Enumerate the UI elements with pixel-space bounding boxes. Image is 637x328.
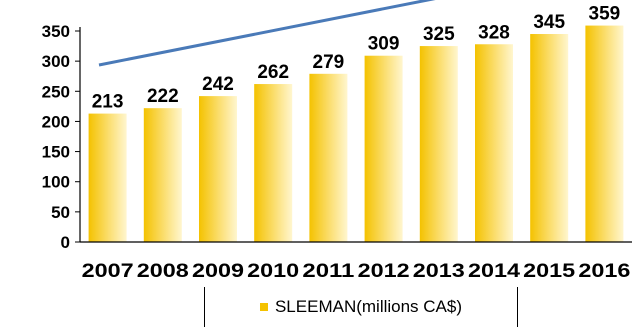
data-label: 279 [313, 52, 345, 73]
bar [254, 84, 293, 243]
y-tick-label: 50 [51, 203, 70, 222]
x-tick-label: 2016 [578, 261, 630, 282]
data-label: 309 [368, 34, 400, 55]
data-label: 262 [257, 62, 289, 83]
bar [309, 73, 348, 242]
data-label: 345 [533, 12, 565, 33]
y-tick-label: 250 [42, 82, 70, 101]
bar [199, 96, 237, 242]
x-tick-label: 2009 [192, 261, 244, 282]
legend: SLEEMAN(millions CA$) [204, 287, 518, 327]
trend-arrow [98, 0, 436, 67]
bar [143, 108, 182, 242]
y-tick-label: 200 [42, 112, 70, 131]
x-tick-label: 2007 [82, 261, 134, 282]
y-tick-label: 350 [42, 22, 70, 41]
x-tick-label: 2010 [247, 261, 299, 282]
data-label: 222 [147, 86, 179, 107]
y-tick-label: 300 [42, 52, 70, 71]
data-label: 242 [202, 74, 234, 95]
x-tick-label: 2013 [413, 261, 465, 282]
data-label: 213 [92, 92, 124, 113]
bars-group: 213 222 242 262 279 309 325 328 345 359 [88, 4, 624, 243]
legend-swatch [259, 303, 268, 311]
y-tick-label: 150 [42, 143, 70, 162]
y-tick-label: 0 [61, 233, 70, 252]
bar [475, 44, 513, 243]
bar [419, 46, 458, 243]
data-label: 325 [423, 24, 455, 45]
x-tick-label: 2014 [468, 261, 521, 282]
x-axis: 2007 2008 2009 2010 2011 2012 2013 2014 2015 2016 [80, 241, 632, 282]
bar [585, 25, 624, 243]
legend-label: SLEEMAN(millions CA$) [274, 297, 463, 316]
data-label: 359 [589, 4, 621, 25]
bar [530, 34, 569, 243]
x-tick-label: 2012 [358, 261, 410, 282]
y-tick-label: 100 [42, 173, 70, 192]
y-axis: 0 50 100 150 200 250 300 350 [42, 22, 81, 252]
trend-line [98, 0, 436, 67]
x-tick-label: 2015 [523, 261, 576, 282]
data-label: 328 [478, 22, 510, 43]
bar [364, 55, 403, 242]
bar [88, 113, 127, 242]
x-tick-label: 2008 [137, 261, 189, 282]
x-tick-label: 2011 [302, 261, 355, 282]
